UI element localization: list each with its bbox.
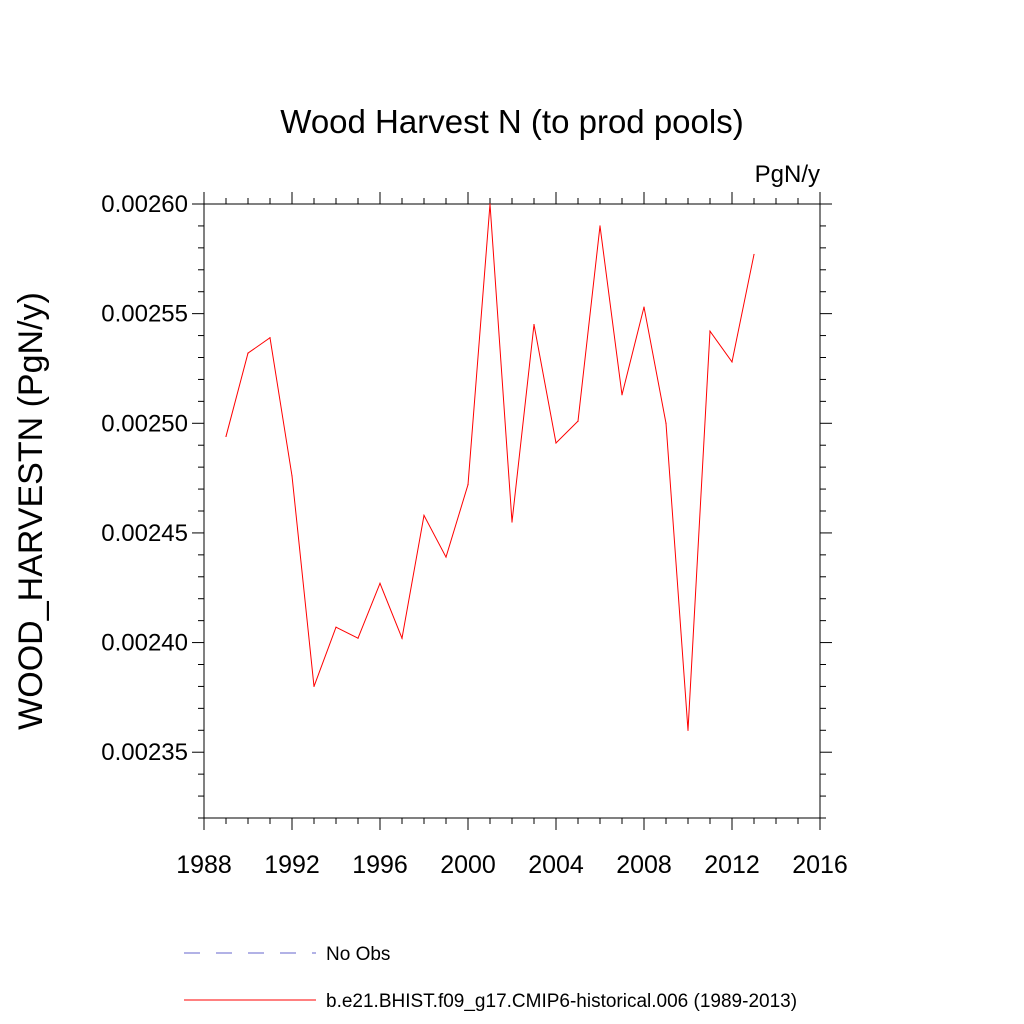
legend-label-model-run: b.e21.BHIST.f09_g17.CMIP6-historical.006…: [326, 991, 797, 1012]
y-tick-label: 0.00250: [101, 410, 188, 437]
legend-label-no-obs: No Obs: [326, 944, 390, 965]
data-point: [467, 484, 469, 486]
x-tick-label: 1996: [352, 851, 408, 879]
data-point: [489, 203, 491, 205]
data-point: [379, 582, 381, 584]
data-point: [599, 225, 601, 227]
x-tick-label: 2016: [792, 851, 848, 879]
data-point: [511, 521, 513, 523]
data-point: [225, 435, 227, 438]
series-layer: [225, 203, 755, 731]
data-point: [313, 685, 315, 688]
data-point: [621, 394, 623, 396]
y-ticks: 0.00235 0.00240 0.00245 0.00250 0.00255 0.002…: [101, 191, 832, 819]
x-ticks: 1988 1992 1996 2000 2004 2008 2012 2016: [176, 192, 848, 879]
data-point: [555, 442, 557, 444]
y-axis-label: WOOD_HARVESTN (PgN/y): [12, 292, 50, 730]
data-point: [753, 253, 755, 256]
data-point: [247, 352, 249, 354]
data-point: [687, 729, 689, 731]
y-tick-label: 0.00255: [101, 301, 188, 328]
data-point: [445, 556, 447, 558]
x-tick-label: 2000: [440, 851, 496, 879]
data-point: [291, 475, 293, 477]
data-point: [335, 626, 337, 628]
x-tick-label: 2008: [616, 851, 672, 879]
series-line-0: [225, 203, 755, 731]
data-point: [665, 422, 667, 424]
data-point: [423, 514, 425, 516]
y-tick-label: 0.00245: [101, 520, 188, 547]
x-tick-label: 2012: [704, 851, 760, 879]
x-tick-label: 2004: [528, 851, 584, 879]
y-tick-label: 0.00260: [101, 191, 188, 218]
y-tick-label: 0.00240: [101, 630, 188, 657]
data-point: [533, 324, 535, 326]
x-tick-label: 1992: [264, 851, 320, 879]
units-label: PgN/y: [755, 161, 820, 188]
chart-title: Wood Harvest N (to prod pools): [280, 103, 743, 140]
y-tick-label: 0.00235: [101, 739, 188, 766]
data-point: [357, 637, 359, 639]
plot-frame: [203, 203, 821, 819]
data-point: [577, 420, 579, 422]
data-point: [269, 337, 271, 339]
legend: No Obs b.e21.BHIST.f09_g17.CMIP6-histori…: [184, 944, 797, 1012]
data-point: [401, 637, 403, 639]
data-point: [643, 306, 645, 308]
x-tick-label: 1988: [176, 851, 232, 879]
data-point: [709, 330, 711, 332]
data-point: [731, 361, 733, 363]
